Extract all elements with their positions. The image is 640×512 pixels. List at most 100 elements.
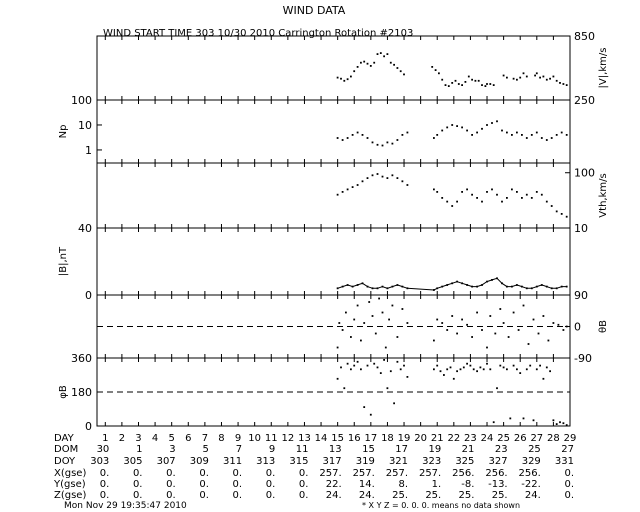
table-cell: 0. <box>166 490 176 501</box>
data-point <box>466 284 468 286</box>
day-value: 5 <box>168 433 174 444</box>
footer-timestamp: Mon Nov 29 19:35:47 2010 <box>64 501 187 511</box>
data-point <box>565 215 568 218</box>
data-point <box>346 362 349 365</box>
data-point <box>356 304 359 307</box>
data-point <box>511 285 513 288</box>
panel-theta-b: 90 0 -90 θB <box>96 289 609 365</box>
data-point <box>489 368 492 371</box>
day-value: 7 <box>202 433 208 444</box>
day-value: 18 <box>381 433 394 444</box>
data-point <box>391 285 394 288</box>
data-point <box>341 139 344 141</box>
row-label: Z(gse) <box>54 490 86 501</box>
data-point <box>530 197 533 199</box>
day-value: 27 <box>530 433 543 444</box>
data-point <box>486 124 488 126</box>
table-cell: 303 <box>90 456 109 467</box>
data-point <box>341 285 344 288</box>
data-point <box>446 284 449 286</box>
data-point <box>471 78 473 81</box>
data-point <box>389 61 392 64</box>
data-point <box>338 322 341 324</box>
data-point <box>525 75 528 78</box>
data-point <box>501 200 503 203</box>
y-axis-label-right: θB <box>598 320 609 333</box>
data-point <box>386 387 389 390</box>
day-value: 24 <box>481 433 494 444</box>
data-point <box>396 336 399 338</box>
data-point <box>461 318 463 321</box>
data-point <box>376 173 379 175</box>
table-cell: 321 <box>389 456 408 467</box>
data-point <box>366 364 369 367</box>
data-point <box>351 134 354 136</box>
data-point <box>565 285 568 288</box>
data-point <box>374 332 377 335</box>
data-point <box>532 318 535 321</box>
data-point <box>557 323 560 326</box>
y-tick-label-right: 90 <box>574 289 588 302</box>
data-point <box>343 387 346 390</box>
data-point <box>481 127 483 130</box>
data-point <box>540 284 543 286</box>
data-point <box>545 139 548 141</box>
table-cell: 1. <box>432 479 442 490</box>
data-point <box>346 78 349 81</box>
data-point <box>371 287 374 290</box>
data-point <box>559 421 561 424</box>
day-value: 21 <box>431 433 444 444</box>
data-point <box>499 364 502 367</box>
data-point <box>562 329 565 331</box>
data-point <box>555 134 558 136</box>
data-point <box>356 184 359 186</box>
day-value: 14 <box>315 433 328 444</box>
data-point <box>534 74 536 77</box>
data-point <box>406 184 409 186</box>
data-point <box>371 315 374 317</box>
data-point <box>436 191 439 193</box>
y-tick-label-right: -90 <box>574 352 592 365</box>
data-point <box>340 366 342 369</box>
data-point <box>361 134 364 136</box>
day-value: 26 <box>514 433 527 444</box>
data-point <box>522 417 525 420</box>
data-point <box>539 364 541 367</box>
data-point <box>486 280 488 283</box>
data-point <box>560 131 563 134</box>
data-point <box>491 122 493 124</box>
data-point <box>482 368 485 371</box>
data-point <box>525 137 528 139</box>
data-point <box>502 74 505 77</box>
data-point <box>383 359 385 361</box>
table-cell: 7 <box>236 444 242 455</box>
data-point <box>431 66 434 68</box>
data-point <box>366 137 369 139</box>
data-point <box>401 134 404 136</box>
data-point <box>519 76 522 79</box>
y-tick-label-left: 1 <box>85 144 92 157</box>
data-point <box>459 368 462 371</box>
data-point <box>401 308 404 310</box>
data-point <box>545 200 548 203</box>
y-tick-label-right: 850 <box>574 30 595 43</box>
data-point <box>506 76 508 79</box>
data-point <box>511 134 513 136</box>
table-cell: 0. <box>266 479 276 490</box>
table-cell: 257. <box>353 468 375 479</box>
data-point <box>532 419 535 422</box>
data-point <box>471 285 473 288</box>
table-cell: 19 <box>428 444 441 455</box>
panel-frame <box>96 227 571 296</box>
y-axis-label-right: |V|,km/s <box>598 48 609 89</box>
table-cell: 0. <box>564 490 574 501</box>
data-point <box>361 180 364 183</box>
table-cell: 319 <box>356 456 375 467</box>
data-point <box>436 318 439 321</box>
data-point <box>481 200 483 203</box>
table-cell: 256. <box>485 468 507 479</box>
day-value: 2 <box>119 433 125 444</box>
table-cell: 0. <box>100 479 110 490</box>
